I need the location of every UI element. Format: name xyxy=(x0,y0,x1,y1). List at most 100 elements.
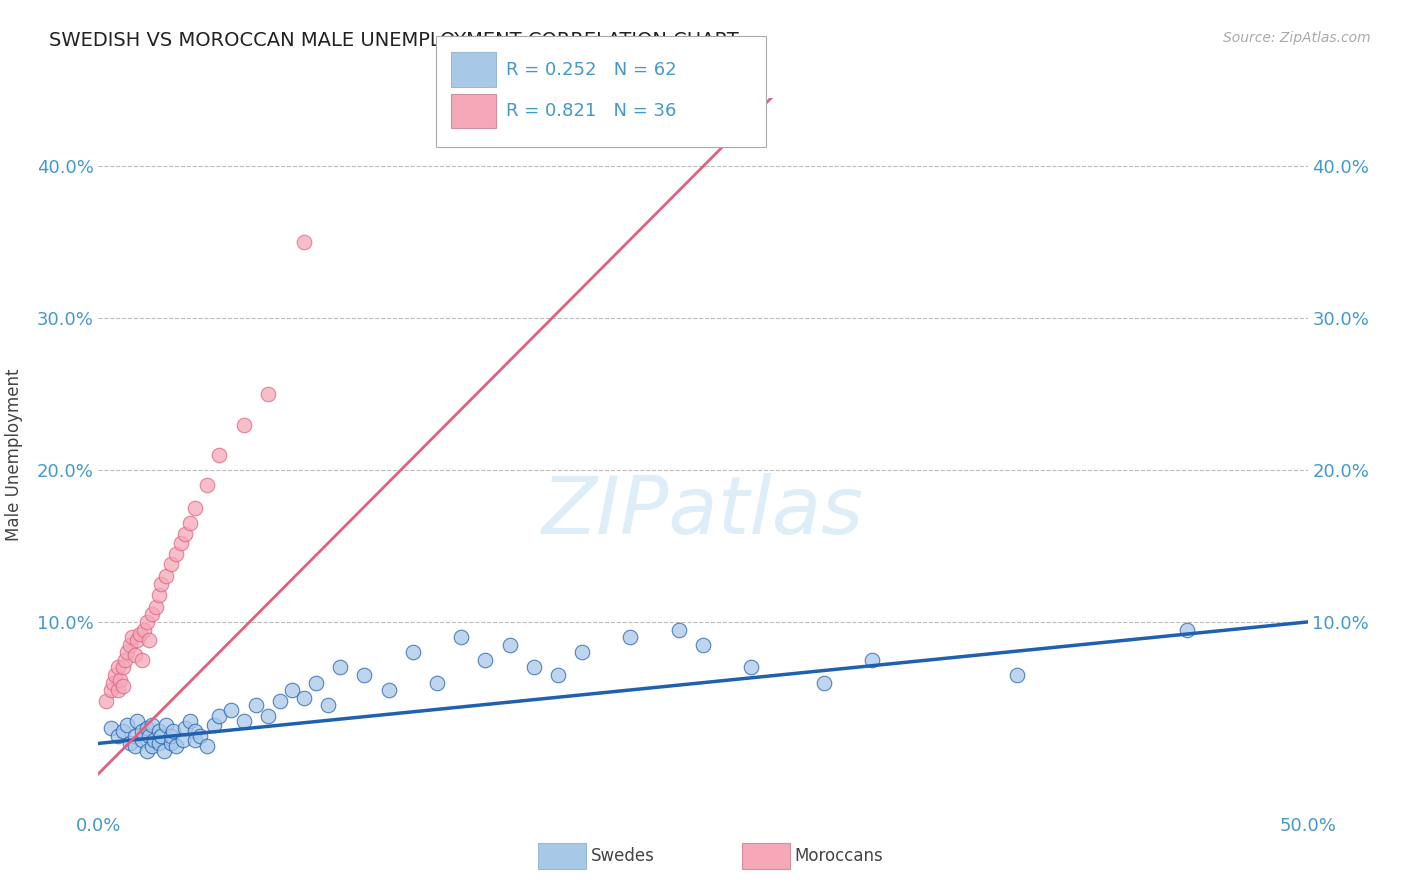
Point xyxy=(145,599,167,614)
Point xyxy=(281,683,304,698)
Point xyxy=(118,736,141,750)
Point xyxy=(150,729,173,743)
Point xyxy=(208,448,231,462)
Point xyxy=(221,703,243,717)
Point xyxy=(128,627,150,641)
Text: SWEDISH VS MOROCCAN MALE UNEMPLOYMENT CORRELATION CHART: SWEDISH VS MOROCCAN MALE UNEMPLOYMENT CO… xyxy=(49,31,740,50)
Point xyxy=(111,724,134,739)
Point xyxy=(104,668,127,682)
Point xyxy=(474,653,496,667)
Point xyxy=(152,744,174,758)
Point xyxy=(131,653,153,667)
Point xyxy=(523,660,546,674)
Point xyxy=(305,675,328,690)
Point xyxy=(107,683,129,698)
Point xyxy=(111,660,134,674)
Point xyxy=(94,694,117,708)
Point xyxy=(740,660,762,674)
Point xyxy=(353,668,375,682)
Point xyxy=(150,577,173,591)
Point xyxy=(124,729,146,743)
Point xyxy=(135,721,157,735)
Point xyxy=(1007,668,1029,682)
Text: Swedes: Swedes xyxy=(591,847,654,865)
Point xyxy=(668,623,690,637)
Point xyxy=(131,724,153,739)
Point xyxy=(138,633,160,648)
Point xyxy=(377,683,399,698)
Text: ZIPatlas: ZIPatlas xyxy=(541,473,865,551)
Point xyxy=(100,683,122,698)
Point xyxy=(692,638,714,652)
Point xyxy=(169,536,191,550)
Point xyxy=(1175,623,1198,637)
Point xyxy=(188,729,211,743)
Point xyxy=(195,478,218,492)
Point xyxy=(155,718,177,732)
Point xyxy=(174,527,197,541)
Point xyxy=(135,744,157,758)
Text: Moroccans: Moroccans xyxy=(794,847,883,865)
Text: Source: ZipAtlas.com: Source: ZipAtlas.com xyxy=(1223,31,1371,45)
Point xyxy=(195,739,218,754)
Point xyxy=(141,739,163,754)
Point xyxy=(450,630,472,644)
Point xyxy=(813,675,835,690)
Point xyxy=(111,679,134,693)
Point xyxy=(148,724,170,739)
Point xyxy=(118,638,141,652)
Point xyxy=(179,714,201,728)
Point xyxy=(571,645,593,659)
Point xyxy=(426,675,449,690)
Point xyxy=(141,718,163,732)
Point xyxy=(860,653,883,667)
Point xyxy=(117,645,139,659)
Point xyxy=(148,588,170,602)
Point xyxy=(316,698,339,713)
Point xyxy=(619,630,641,644)
Point xyxy=(138,729,160,743)
Text: R = 0.821   N = 36: R = 0.821 N = 36 xyxy=(506,103,676,120)
Point xyxy=(148,736,170,750)
Y-axis label: Male Unemployment: Male Unemployment xyxy=(4,368,22,541)
Point xyxy=(124,739,146,754)
Point xyxy=(165,739,187,754)
Text: R = 0.252   N = 62: R = 0.252 N = 62 xyxy=(506,61,676,78)
Point xyxy=(160,736,183,750)
Point xyxy=(100,721,122,735)
Point xyxy=(232,714,254,728)
Point xyxy=(160,729,183,743)
Point xyxy=(204,718,226,732)
Point xyxy=(184,724,207,739)
Point xyxy=(121,630,143,644)
Point xyxy=(127,633,149,648)
Point xyxy=(402,645,425,659)
Point xyxy=(232,417,254,432)
Point xyxy=(141,607,163,622)
Point xyxy=(117,718,139,732)
Point xyxy=(208,709,231,723)
Point xyxy=(107,729,129,743)
Point xyxy=(256,387,278,401)
Point xyxy=(292,235,315,250)
Point xyxy=(127,714,149,728)
Point xyxy=(160,558,183,572)
Point xyxy=(124,648,146,663)
Point xyxy=(184,733,207,747)
Point xyxy=(134,623,156,637)
Point xyxy=(329,660,352,674)
Point xyxy=(245,698,267,713)
Point xyxy=(498,638,520,652)
Point xyxy=(131,733,153,747)
Point xyxy=(172,733,194,747)
Point xyxy=(143,733,166,747)
Point xyxy=(179,516,201,531)
Point xyxy=(269,694,291,708)
Point xyxy=(256,709,278,723)
Point xyxy=(155,569,177,583)
Point xyxy=(162,724,184,739)
Point xyxy=(292,690,315,705)
Point xyxy=(101,675,124,690)
Point xyxy=(108,673,131,687)
Point xyxy=(547,668,569,682)
